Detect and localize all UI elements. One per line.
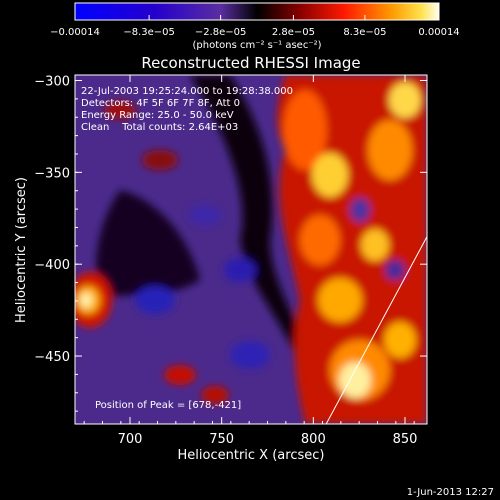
colorbar-ticks (74, 15, 440, 20)
x-tick-label: 850 (393, 432, 418, 447)
colorbar-tick-labels: −0.00014 −8.3e−05 −2.8e−05 2.8e−05 8.3e−05 0.… (50, 27, 460, 38)
colorbar-tick-label: 8.3e−05 (343, 27, 386, 38)
colorbar-unit-label: (photons cm⁻² s⁻¹ asec⁻²) (192, 40, 321, 51)
x-axis-tick-labels: 700 750 800 850 (118, 432, 418, 447)
colorbar-tick-label: −2.8e−05 (195, 27, 247, 38)
colorbar-tick-label: −0.00014 (50, 27, 100, 38)
x-tick-label: 800 (301, 432, 326, 447)
y-tick-label: −350 (34, 166, 70, 181)
heatmap-image (75, 75, 427, 424)
y-axis-tick-labels: −300 −350 −400 −450 (34, 75, 70, 366)
annotation-energy-range: Energy Range: 25.0 - 50.0 keV (81, 110, 234, 121)
colorbar-tick-label: −8.3e−05 (123, 27, 175, 38)
x-tick-label: 700 (118, 432, 143, 447)
annotation-time-range: 22-Jul-2003 19:25:24.000 to 19:28:38.000 (81, 86, 293, 97)
annotation-clean-counts: Clean Total counts: 2.64E+03 (81, 122, 238, 133)
y-axis-label: Heliocentric Y (arcsec) (14, 177, 29, 323)
annotation-detectors: Detectors: 4F 5F 6F 7F 8F, Att 0 (81, 98, 240, 109)
x-axis-ticks (83, 75, 415, 424)
y-tick-label: −300 (34, 75, 70, 90)
solar-limb-line (325, 236, 427, 424)
plot-frame (74, 74, 428, 425)
x-axis-label: Heliocentric X (arcsec) (178, 448, 325, 463)
colorbar-tick-label: 0.00014 (418, 27, 459, 38)
y-tick-label: −450 (34, 350, 70, 365)
y-tick-label: −400 (34, 258, 70, 273)
footer-date: 1-Jun-2013 12:27 (407, 487, 494, 498)
y-axis-ticks (75, 80, 427, 412)
observation-info: 22-Jul-2003 19:25:24.000 to 19:28:38.000… (81, 86, 293, 133)
colorbar-tick-label: 2.8e−05 (272, 27, 315, 38)
chart-title: Reconstructed RHESSI Image (141, 54, 360, 72)
peak-position-label: Position of Peak = [678,-421] (95, 400, 241, 411)
x-tick-label: 750 (209, 432, 234, 447)
colorbar (74, 2, 440, 21)
